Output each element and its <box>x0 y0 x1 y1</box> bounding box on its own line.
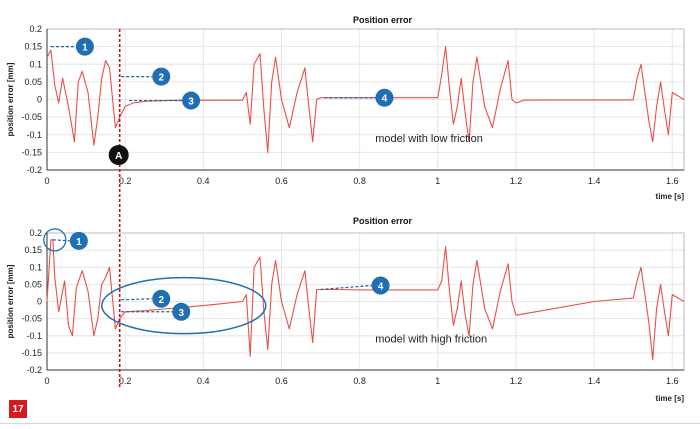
panel2-callout-number: 3 <box>178 308 184 319</box>
panel2-callout-leader <box>52 239 70 242</box>
panel2-chart-title: Position error <box>353 216 413 226</box>
panel1-y-tick-label: -0.15 <box>21 147 42 157</box>
panel2-callout-badge <box>152 289 171 308</box>
panel1-y-tick-label: 0.15 <box>24 42 42 52</box>
panel1-annotation-text: model with low friction <box>375 133 483 145</box>
panel1-callout-number: 3 <box>188 97 194 108</box>
panel1-x-tick-label: 0.6 <box>275 176 288 186</box>
panel1-position-error-line <box>46 46 685 153</box>
panel2-callout-number: 4 <box>378 282 384 293</box>
panel1-x-tick-label: 0.8 <box>353 176 366 186</box>
panel1-y-tick-label: -0.1 <box>26 130 42 140</box>
panel1-x-tick-label: 1.2 <box>510 176 523 186</box>
panel2-x-axis-label: time [s] <box>656 394 685 403</box>
panel2-x-tick-label: 0.8 <box>353 376 366 386</box>
panel1-x-tick-label: 1.4 <box>588 176 601 186</box>
panel2-x-tick-label: 1.4 <box>588 376 601 386</box>
panel2-y-tick-label: -0.15 <box>21 348 42 358</box>
panel1-callout-number: 1 <box>82 43 88 54</box>
panel2-y-tick-label: -0.05 <box>21 314 42 324</box>
panel1-y-tick-label: 0.1 <box>29 59 42 69</box>
panel2-y-tick-label: -0.2 <box>26 365 42 375</box>
panel2-annotation-text: model with high friction <box>375 334 487 346</box>
panel2-y-tick-label: 0.15 <box>24 245 42 255</box>
panel1-x-tick-label: 0.2 <box>119 176 132 186</box>
panel2-highlight-ellipse <box>101 276 267 335</box>
panel2-x-tick-label: 1.2 <box>510 376 523 386</box>
panel1-x-tick-label: 0.4 <box>197 176 210 186</box>
panel1-x-tick-label: 0 <box>44 176 49 186</box>
panel2-callout-number: 1 <box>76 237 82 248</box>
panel1-callout-badge <box>152 67 171 86</box>
panel2-callout-badge <box>371 276 390 295</box>
bottom-divider <box>0 423 700 424</box>
panel1-y-axis-label: position error [mm] <box>6 62 15 136</box>
panel1-callout-number: 2 <box>158 73 164 84</box>
panel2-y-tick-label: 0 <box>37 297 42 307</box>
panel1-callout-badge <box>375 88 394 107</box>
panel2-x-tick-label: 1 <box>435 376 440 386</box>
panel2-callout-badge <box>69 231 88 250</box>
panel1-y-tick-label: 0.05 <box>24 77 42 87</box>
panel1-y-tick-label: 0.2 <box>29 24 42 34</box>
panel2-callout-leader <box>121 298 153 301</box>
panel2-callout-badge <box>172 302 191 321</box>
panel2-x-tick-label: 0.2 <box>119 376 132 386</box>
panel1-y-tick-label: 0 <box>37 95 42 105</box>
panel2-y-tick-label: 0.1 <box>29 262 42 272</box>
panel2-callout-number: 2 <box>158 295 164 306</box>
panel2-y-tick-label: -0.1 <box>26 331 42 341</box>
panel1-chart-title: Position error <box>353 15 413 25</box>
panel2-position-error-line <box>46 239 685 361</box>
panel2-x-tick-label: 0.4 <box>197 376 210 386</box>
panel2-x-tick-label: 0 <box>44 376 49 386</box>
panel1-callout-badge <box>182 91 201 110</box>
panel2-y-tick-label: 0.05 <box>24 279 42 289</box>
panel2-highlight-circle <box>43 228 67 252</box>
panel1-x-tick-label: 1 <box>435 176 440 186</box>
panel1-callout-number: 4 <box>382 94 388 105</box>
panel1-y-tick-label: -0.05 <box>21 112 42 122</box>
panel1-x-axis-label: time [s] <box>656 192 685 201</box>
panel1-callout-badge <box>75 37 94 56</box>
time-marker-label: A <box>115 151 122 162</box>
panel1-x-tick-label: 1.6 <box>666 176 679 186</box>
panel2-x-tick-label: 1.6 <box>666 376 679 386</box>
panel2-y-axis-label: position error [mm] <box>6 264 15 338</box>
panel2-y-tick-label: 0.2 <box>29 228 42 238</box>
panel2-callout-leader <box>320 284 372 291</box>
panel1-y-tick-label: -0.2 <box>26 165 42 175</box>
figure-number-badge: 17 <box>9 400 27 418</box>
panel2-x-tick-label: 0.6 <box>275 376 288 386</box>
time-marker-badge <box>108 145 129 165</box>
